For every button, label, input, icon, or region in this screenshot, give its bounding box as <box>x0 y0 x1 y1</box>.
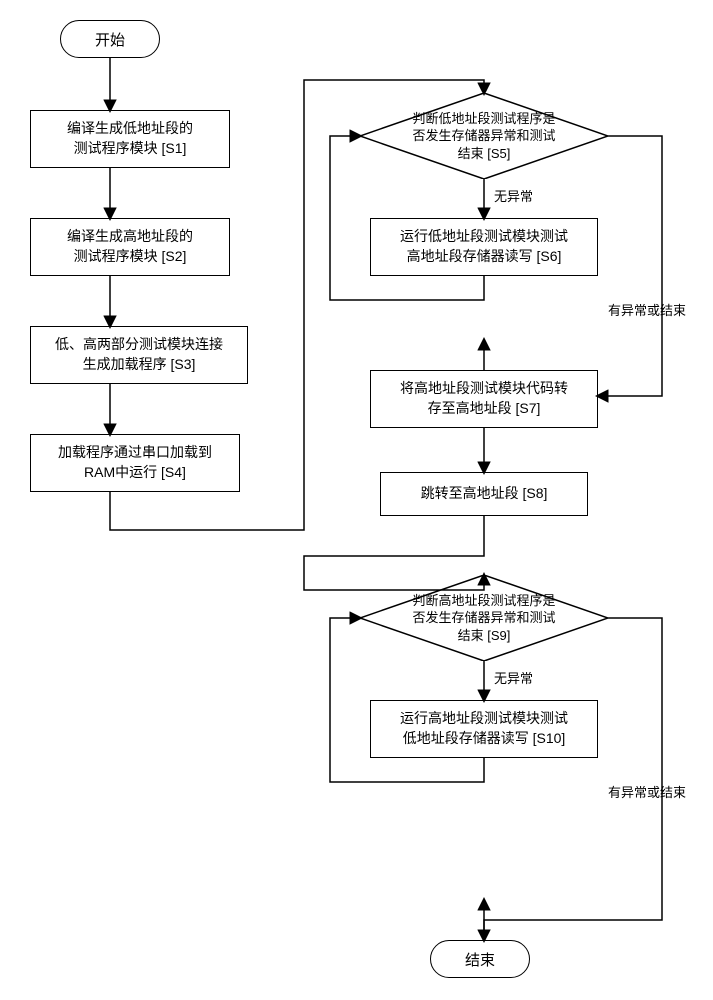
decision-text: 判断低地址段测试程序是 否发生存储器异常和测试 结束 [S5] <box>412 110 555 163</box>
label-s9-yes: 有异常或结束 <box>608 782 686 801</box>
label-s9-no: 无异常 <box>494 668 533 687</box>
process-text: 编译生成高地址段的测试程序模块 [S2] <box>67 227 193 266</box>
decision-s9: 判断高地址段测试程序是 否发生存储器异常和测试 结束 [S9] <box>360 575 608 661</box>
process-text: 运行高地址段测试模块测试低地址段存储器读写 [S10] <box>400 709 568 748</box>
process-s10: 运行高地址段测试模块测试低地址段存储器读写 [S10] <box>370 700 598 758</box>
process-text: 运行低地址段测试模块测试高地址段存储器读写 [S6] <box>400 227 568 266</box>
process-s4: 加载程序通过串口加载到RAM中运行 [S4] <box>30 434 240 492</box>
end-terminator: 结束 <box>430 940 530 978</box>
process-s6: 运行低地址段测试模块测试高地址段存储器读写 [S6] <box>370 218 598 276</box>
end-label: 结束 <box>465 949 495 970</box>
process-text: 低、高两部分测试模块连接生成加载程序 [S3] <box>55 335 223 374</box>
label-s5-yes: 有异常或结束 <box>608 300 686 319</box>
process-s3: 低、高两部分测试模块连接生成加载程序 [S3] <box>30 326 248 384</box>
start-label: 开始 <box>95 29 125 50</box>
start-terminator: 开始 <box>60 20 160 58</box>
decision-s5: 判断低地址段测试程序是 否发生存储器异常和测试 结束 [S5] <box>360 93 608 179</box>
process-text: 跳转至高地址段 [S8] <box>421 484 548 504</box>
process-s8: 跳转至高地址段 [S8] <box>380 472 588 516</box>
label-s5-no: 无异常 <box>494 186 533 205</box>
process-text: 将高地址段测试模块代码转存至高地址段 [S7] <box>400 379 568 418</box>
decision-text: 判断高地址段测试程序是 否发生存储器异常和测试 结束 [S9] <box>412 592 555 645</box>
process-s2: 编译生成高地址段的测试程序模块 [S2] <box>30 218 230 276</box>
process-s7: 将高地址段测试模块代码转存至高地址段 [S7] <box>370 370 598 428</box>
process-text: 编译生成低地址段的测试程序模块 [S1] <box>67 119 193 158</box>
process-s1: 编译生成低地址段的测试程序模块 [S1] <box>30 110 230 168</box>
process-text: 加载程序通过串口加载到RAM中运行 [S4] <box>58 443 212 482</box>
